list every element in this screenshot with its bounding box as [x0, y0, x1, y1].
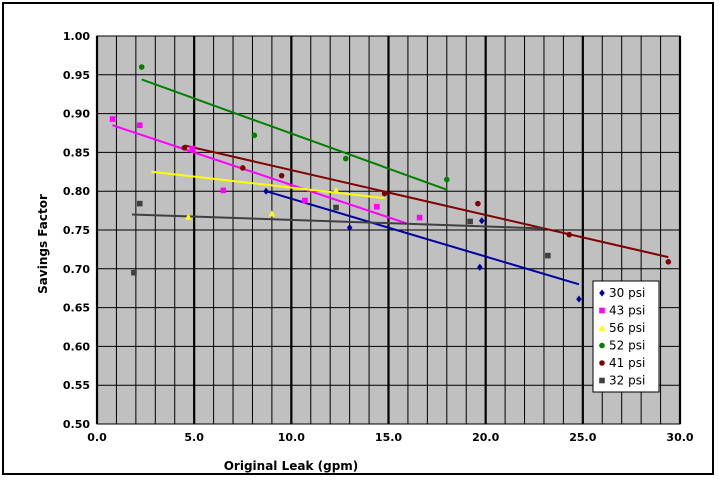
data-point-52-psi [444, 176, 450, 183]
legend-marker [599, 307, 605, 314]
x-tick-labels: 0.0 5.0 10.0 15.0 20.0 25.0 30.0 [87, 431, 694, 444]
data-point-52-psi [251, 132, 258, 139]
legend-marker [599, 289, 605, 297]
y-tick-label: 0.95 [63, 69, 90, 82]
x-tick-label: 0.0 [87, 431, 107, 444]
y-tick-label: 0.60 [63, 340, 90, 353]
gridlines [95, 35, 682, 425]
data-point-32-psi [136, 200, 143, 207]
data-point-52-psi [138, 64, 145, 70]
data-point-43-psi [220, 187, 227, 194]
x-tick-label: 10.0 [278, 431, 305, 444]
data-point-30-psi [346, 224, 353, 232]
trendline-32-psi [131, 213, 545, 230]
data-point-43-psi [302, 197, 308, 204]
data-point-41-psi [665, 259, 672, 265]
savings-factor-chart: 0.50 0.55 0.60 0.65 0.70 0.75 0.80 0.85 0.90 0.95… [36, 30, 694, 473]
y-tick-label: 0.65 [63, 302, 90, 315]
trendlines [112, 78, 669, 286]
y-tick-label: 0.70 [63, 263, 90, 276]
y-tick-label: 0.50 [63, 418, 90, 431]
data-point-30-psi [478, 217, 485, 225]
data-point-43-psi [374, 203, 380, 210]
trendline-52-psi [141, 78, 448, 191]
x-tick-label: 25.0 [569, 431, 596, 444]
data-point-52-psi [342, 155, 349, 162]
data-point-41-psi [278, 172, 285, 179]
data-point-43-psi [416, 214, 423, 221]
legend-marker [598, 324, 606, 331]
y-tick-label: 0.55 [63, 379, 90, 392]
trendline-41-psi [184, 144, 669, 259]
trendline-30-psi [265, 190, 580, 286]
y-tick-label: 0.80 [63, 185, 90, 198]
legend-marker [599, 377, 605, 384]
legend-label: 30 psi [609, 286, 645, 300]
y-tick-label: 1.00 [63, 30, 90, 43]
plot-border [96, 35, 681, 425]
legend: 30 psi 43 psi 56 psi 52 psi 41 psi 32 psi [592, 280, 660, 393]
data-point-41-psi [475, 200, 481, 207]
legend-label: 52 psi [609, 339, 645, 353]
data-point-32-psi [333, 204, 339, 211]
data-point-56-psi [332, 187, 340, 194]
x-axis-title: Original Leak (gpm) [224, 459, 359, 473]
data-point-41-psi [239, 165, 246, 171]
data-point-30-psi [263, 187, 269, 195]
data-point-43-psi [109, 116, 116, 122]
data-point-41-psi [566, 231, 573, 238]
y-tick-label: 0.85 [63, 146, 90, 159]
x-tick-label: 5.0 [184, 431, 204, 444]
data-point-43-psi [136, 122, 143, 129]
x-tick-label: 20.0 [472, 431, 499, 444]
y-tick-labels: 0.50 0.55 0.60 0.65 0.70 0.75 0.80 0.85 0.90 0.95… [63, 30, 90, 431]
legend-label: 32 psi [609, 374, 645, 388]
data-point-30-psi [477, 263, 483, 271]
data-point-32-psi [467, 218, 473, 225]
data-point-32-psi [545, 252, 551, 259]
trendline-43-psi [112, 124, 409, 225]
legend-marker [599, 360, 605, 366]
legend-box [592, 280, 660, 393]
data-point-32-psi [131, 269, 137, 276]
x-tick-label: 15.0 [375, 431, 402, 444]
legend-marker [599, 342, 605, 349]
chart-frame: 0.50 0.55 0.60 0.65 0.70 0.75 0.80 0.85 0.90 0.95… [2, 2, 714, 475]
x-tick-label: 30.0 [666, 431, 693, 444]
legend-label: 56 psi [609, 321, 645, 335]
trendline-56-psi [151, 170, 385, 200]
data-point-56-psi [268, 210, 276, 217]
data-point-43-psi [189, 145, 196, 152]
legend-label: 41 psi [609, 356, 645, 370]
data-points [109, 64, 672, 303]
data-point-30-psi [576, 295, 582, 303]
legend-label: 43 psi [609, 304, 645, 318]
y-tick-label: 0.90 [63, 108, 90, 121]
data-point-41-psi [181, 144, 188, 151]
y-tick-label: 0.75 [63, 224, 90, 237]
y-axis-title: Savings Factor [36, 194, 50, 294]
data-point-41-psi [381, 190, 388, 197]
data-point-56-psi [185, 213, 192, 220]
